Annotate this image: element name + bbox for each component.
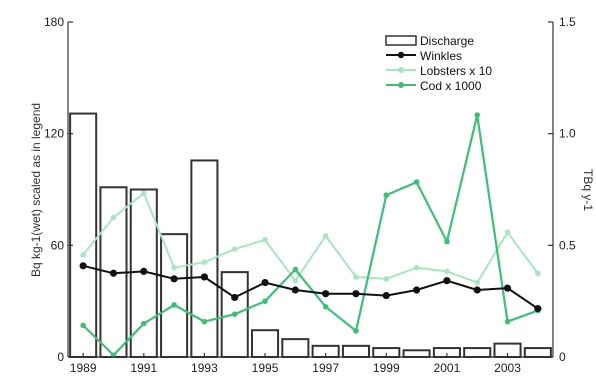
point-winkles-1994 — [231, 293, 239, 302]
discharge-bar-1989 — [69, 112, 98, 358]
series-line-winkles — [82, 264, 539, 310]
point-cod-x-1000-1993 — [201, 318, 208, 325]
x-tick-label-1999: 1999 — [373, 361, 400, 375]
series-line-lobsters-x-10 — [82, 192, 539, 284]
legend-marker-cod — [398, 82, 404, 88]
discharge-bar-1998 — [341, 344, 371, 359]
point-winkles-1991 — [140, 267, 148, 275]
discharge-bar-1992 — [160, 233, 189, 359]
point-cod-x-1000-2002 — [474, 112, 481, 118]
point-lobsters-x-10-1997 — [322, 233, 329, 239]
point-lobsters-x-10-2000 — [413, 264, 420, 271]
point-lobsters-x-10-1991 — [140, 190, 147, 197]
point-cod-x-1000-1991 — [140, 320, 147, 327]
point-cod-x-1000-1996 — [292, 266, 299, 273]
y2-tick-label-0.5: 0.5 — [559, 238, 576, 252]
point-cod-x-1000-1997 — [322, 303, 329, 310]
legend: Discharge Winkles Lobsters x 10 Cod x 10… — [385, 34, 492, 93]
point-winkles-2002 — [473, 286, 481, 294]
point-lobsters-x-10-2004 — [535, 270, 541, 277]
x-tick-label-1993: 1993 — [191, 361, 218, 375]
point-winkles-1999 — [382, 291, 390, 300]
point-winkles-1993 — [200, 273, 209, 281]
discharge-bar-1996 — [281, 338, 310, 358]
x-tick-label-1991: 1991 — [130, 361, 157, 375]
point-winkles-1998 — [352, 290, 360, 298]
x-tick-label-1989: 1989 — [70, 361, 97, 375]
point-lobsters-x-10-1996 — [292, 277, 299, 284]
legend-label-discharge: Discharge — [420, 34, 474, 48]
point-winkles-2003 — [503, 284, 512, 292]
point-winkles-1992 — [170, 275, 178, 283]
discharge-bar-1995 — [250, 329, 280, 359]
legend-label-cod: Cod x 1000 — [420, 79, 482, 93]
legend-swatch-discharge — [385, 35, 417, 46]
point-winkles-1989 — [79, 262, 87, 270]
point-cod-x-1000-1989 — [80, 322, 86, 329]
point-winkles-1990 — [109, 269, 118, 277]
point-winkles-2000 — [412, 286, 421, 294]
point-cod-x-1000-2001 — [444, 238, 450, 245]
discharge-bar-2004 — [523, 347, 552, 359]
point-lobsters-x-10-1995 — [262, 236, 268, 243]
point-lobsters-x-10-1994 — [231, 246, 238, 252]
point-cod-x-1000-1995 — [262, 298, 268, 304]
legend-marker-winkles — [397, 51, 405, 59]
point-cod-x-1000-1999 — [383, 192, 390, 198]
point-cod-x-1000-1992 — [171, 302, 177, 308]
point-lobsters-x-10-1999 — [383, 276, 390, 282]
point-lobsters-x-10-1990 — [110, 214, 117, 221]
legend-label-winkles: Winkles — [420, 49, 462, 63]
y2-axis-title: TBq y-1 — [581, 169, 595, 211]
y-tick-label-120: 120 — [44, 127, 64, 141]
point-winkles-1995 — [261, 278, 269, 287]
point-cod-x-1000-2000 — [413, 179, 420, 185]
y-tick-label-180: 180 — [44, 15, 64, 29]
point-lobsters-x-10-2002 — [474, 279, 481, 286]
y-tick-label-0: 0 — [57, 350, 64, 364]
point-lobsters-x-10-2003 — [504, 229, 511, 236]
y2-tick-label-1.5: 1.5 — [559, 15, 576, 29]
discharge-bar-2002 — [463, 347, 492, 359]
point-cod-x-1000-1994 — [231, 311, 238, 317]
discharge-bars — [69, 112, 552, 359]
x-tick-label-1997: 1997 — [312, 361, 339, 375]
tick-labels: 0 60 120 180 0 0.5 1.0 1.5 1989 1991 1993 1995 1997 1… — [44, 15, 576, 375]
point-winkles-1996 — [291, 286, 299, 294]
data-lines — [79, 112, 542, 358]
point-lobsters-x-10-1998 — [353, 274, 359, 280]
y-axis-title: Bq kg-1(wet) scaled as in legend — [29, 103, 43, 277]
y-tick-label-60: 60 — [51, 238, 65, 252]
x-tick-label-2001: 2001 — [434, 361, 461, 375]
y2-tick-label-0: 0 — [559, 350, 566, 364]
point-lobsters-x-10-2001 — [444, 268, 450, 275]
point-lobsters-x-10-1989 — [80, 251, 86, 258]
point-lobsters-x-10-1993 — [201, 259, 208, 265]
point-winkles-1997 — [322, 290, 330, 298]
point-winkles-2001 — [443, 277, 451, 285]
axes — [67, 22, 554, 358]
point-lobsters-x-10-1992 — [171, 264, 177, 271]
y2-tick-label-1.0: 1.0 — [559, 127, 576, 141]
series-line-cod-x-1000 — [82, 113, 539, 357]
legend-marker-lobsters — [398, 67, 404, 73]
x-tick-label-1995: 1995 — [252, 361, 279, 375]
point-winkles-2004 — [534, 305, 542, 313]
point-cod-x-1000-1998 — [353, 328, 359, 334]
point-cod-x-1000-2003 — [504, 318, 511, 325]
legend-label-lobsters: Lobsters x 10 — [420, 64, 492, 78]
discharge-bar-2000 — [402, 349, 431, 358]
x-tick-label-2003: 2003 — [494, 361, 521, 375]
